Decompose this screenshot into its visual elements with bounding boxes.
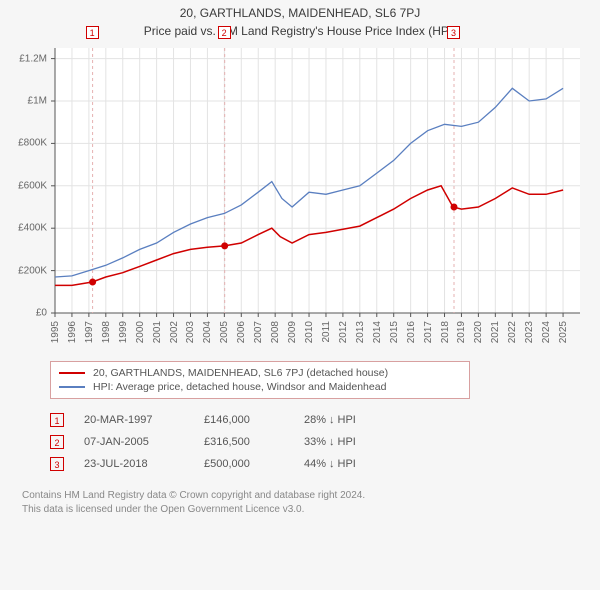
x-axis-label: 2017 [423,321,434,343]
x-axis-label: 2014 [372,321,383,343]
sale-row: 2 07-JAN-2005 £316,500 33% ↓ HPI [50,431,590,453]
x-axis-label: 2010 [304,321,315,343]
x-axis-label: 1995 [50,321,61,343]
legend-item: 20, GARTHLANDS, MAIDENHEAD, SL6 7PJ (det… [59,366,461,380]
x-axis-label: 2003 [185,321,196,343]
price-chart: £0 £200K £400K £600K £800K £1M £1.2M 1995 1996 1… [10,48,580,353]
arrow-down-icon: ↓ [329,458,335,470]
sale-number-badge: 3 [50,457,64,471]
x-axis-label: 2009 [287,321,298,343]
x-axis-label: 2015 [389,321,400,343]
y-axis-label: £600K [18,180,47,191]
footer-line: This data is licensed under the Open Gov… [22,503,590,517]
x-axis-label: 2019 [456,321,467,343]
legend-swatch [59,372,85,374]
y-axis-label: £800K [18,138,47,149]
x-axis-label: 2021 [490,321,501,343]
arrow-down-icon: ↓ [329,414,335,426]
x-axis-label: 2022 [507,321,518,343]
x-axis-label: 2020 [473,321,484,343]
sale-number-badge: 2 [50,435,64,449]
x-axis-label: 2004 [202,321,213,343]
x-axis-label: 1996 [67,321,78,343]
sale-diff: 28% ↓ HPI [304,414,356,426]
x-axis-label: 1997 [84,321,95,343]
x-axis-label: 2016 [406,321,417,343]
x-axis-label: 2008 [270,321,281,343]
x-axis-label: 2000 [135,321,146,343]
x-axis-label: 2023 [524,321,535,343]
x-axis-label: 2018 [440,321,451,343]
sale-row: 1 20-MAR-1997 £146,000 28% ↓ HPI [50,409,590,431]
y-axis-label: £0 [36,308,47,319]
sale-diff: 33% ↓ HPI [304,436,356,448]
x-axis-label: 2007 [253,321,264,343]
x-axis-label: 2024 [541,321,552,343]
sale-date: 20-MAR-1997 [84,414,184,426]
sale-marker: 1 [86,26,99,39]
x-axis-label: 2013 [355,321,366,343]
footer-line: Contains HM Land Registry data © Crown c… [22,489,590,503]
x-axis-label: 2025 [558,321,569,343]
sale-diff: 44% ↓ HPI [304,458,356,470]
x-axis-label: 2011 [321,321,332,343]
x-axis-label: 2001 [152,321,163,343]
legend-swatch [59,386,85,388]
y-axis-label: £200K [18,265,47,276]
x-axis-label: 2012 [338,321,349,343]
sale-row: 3 23-JUL-2018 £500,000 44% ↓ HPI [50,453,590,475]
sale-price: £146,000 [204,414,284,426]
sale-date: 23-JUL-2018 [84,458,184,470]
y-axis-label: £400K [18,223,47,234]
sale-date: 07-JAN-2005 [84,436,184,448]
y-axis-label: £1M [28,96,47,107]
sale-price: £316,500 [204,436,284,448]
sale-marker: 2 [218,26,231,39]
x-axis-label: 2006 [236,321,247,343]
sale-number-badge: 1 [50,413,64,427]
sale-marker: 3 [447,26,460,39]
x-axis-label: 2005 [219,321,230,343]
legend-label: HPI: Average price, detached house, Wind… [93,381,386,393]
sales-table: 1 20-MAR-1997 £146,000 28% ↓ HPI 2 07-JAN-200… [50,409,590,475]
y-axis-label: £1.2M [19,53,47,64]
arrow-down-icon: ↓ [329,436,335,448]
sale-price: £500,000 [204,458,284,470]
x-axis-label: 1999 [118,321,129,343]
x-axis-label: 1998 [101,321,112,343]
legend-label: 20, GARTHLANDS, MAIDENHEAD, SL6 7PJ (det… [93,367,388,379]
chart-address-title: 20, GARTHLANDS, MAIDENHEAD, SL6 7PJ [10,6,590,20]
attribution-footer: Contains HM Land Registry data © Crown c… [22,489,590,516]
chart-legend: 20, GARTHLANDS, MAIDENHEAD, SL6 7PJ (det… [50,361,470,399]
legend-item: HPI: Average price, detached house, Wind… [59,380,461,394]
x-axis-label: 2002 [169,321,180,343]
